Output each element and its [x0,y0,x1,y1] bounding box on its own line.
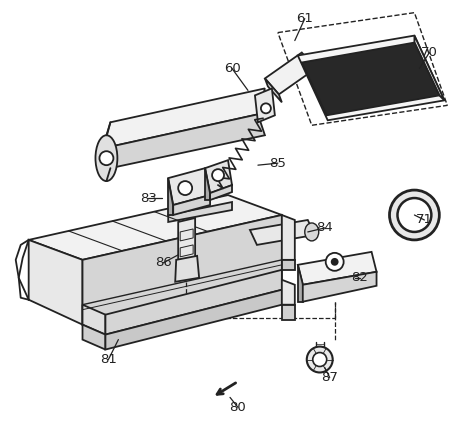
Text: 61: 61 [296,12,313,25]
Circle shape [100,151,113,165]
Polygon shape [210,185,232,200]
Polygon shape [173,195,210,215]
Polygon shape [178,218,195,264]
Text: 81: 81 [100,353,117,366]
Polygon shape [250,220,315,245]
Polygon shape [282,305,295,320]
Text: 80: 80 [229,401,246,414]
Polygon shape [255,89,275,122]
Circle shape [326,253,344,271]
Circle shape [261,104,271,113]
Polygon shape [103,114,265,168]
Polygon shape [303,272,377,302]
Text: 87: 87 [321,371,338,384]
Ellipse shape [95,135,118,181]
Circle shape [307,347,333,372]
Polygon shape [83,305,105,334]
Text: 85: 85 [270,157,287,170]
Polygon shape [29,195,282,260]
Polygon shape [83,215,282,325]
Text: 83: 83 [140,192,157,204]
Text: 71: 71 [416,213,433,227]
Polygon shape [282,215,295,260]
Ellipse shape [389,190,439,240]
Polygon shape [168,168,210,205]
Polygon shape [205,168,210,200]
Ellipse shape [305,223,319,241]
Polygon shape [282,280,295,305]
Ellipse shape [397,198,431,232]
Text: 60: 60 [224,62,240,75]
Polygon shape [205,160,232,193]
Text: 84: 84 [316,222,333,234]
Circle shape [313,353,327,366]
Polygon shape [103,89,265,148]
Polygon shape [168,178,173,215]
Polygon shape [105,290,282,350]
Polygon shape [265,52,316,95]
Polygon shape [265,78,282,102]
Text: 82: 82 [351,271,368,284]
Text: 70: 70 [421,46,438,59]
Polygon shape [105,270,282,334]
Polygon shape [298,36,444,120]
Polygon shape [83,325,105,350]
Circle shape [332,259,337,265]
Text: 86: 86 [155,256,172,269]
Circle shape [178,181,192,195]
Polygon shape [168,202,232,222]
Polygon shape [29,240,83,325]
Polygon shape [298,252,377,285]
Polygon shape [414,36,444,101]
Polygon shape [302,43,439,115]
Polygon shape [175,256,199,282]
Polygon shape [282,260,295,270]
Circle shape [212,169,224,181]
Polygon shape [298,265,303,302]
